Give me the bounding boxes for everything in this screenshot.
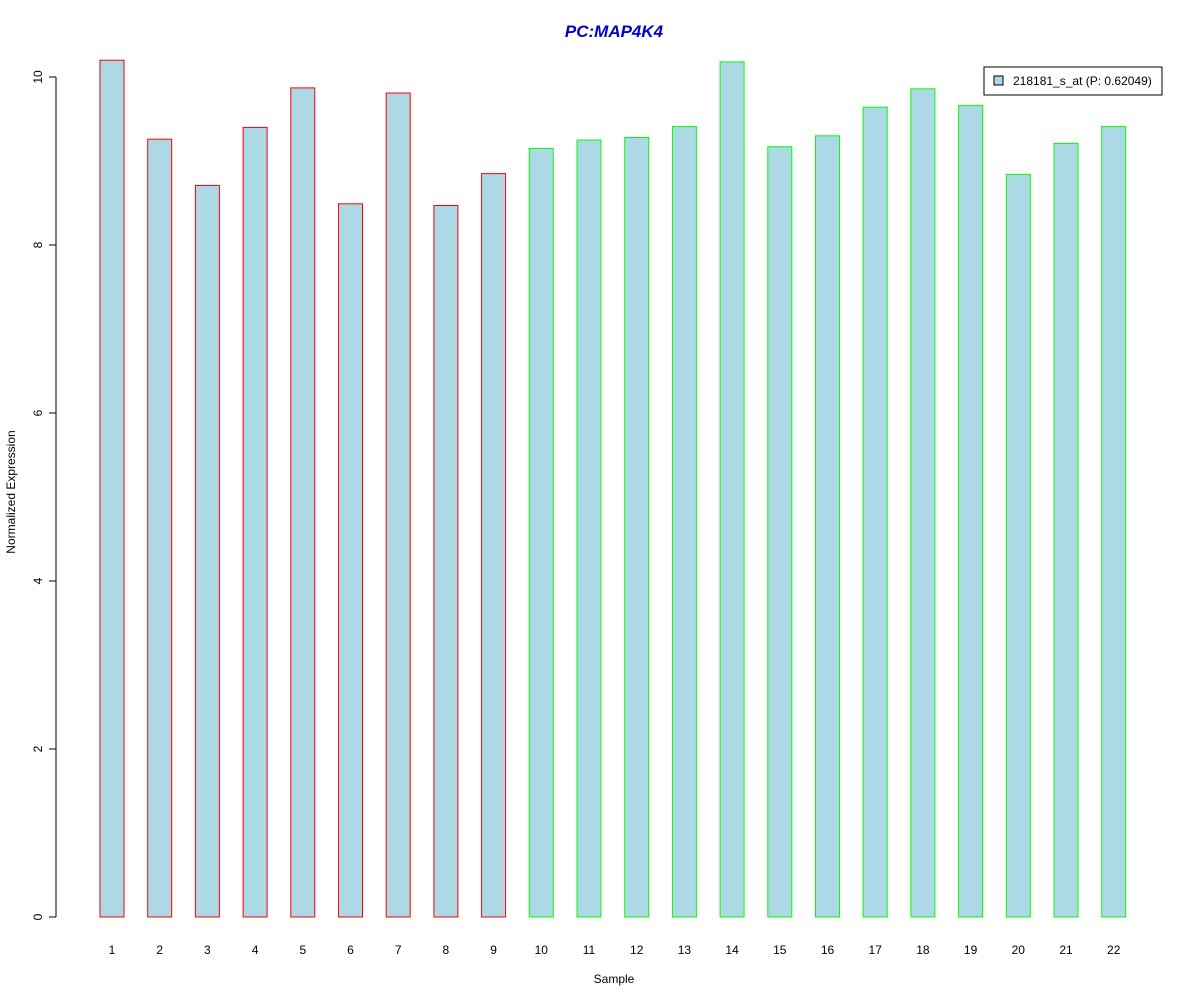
x-axis-tick-label: 17 <box>869 943 883 957</box>
x-axis-tick-label: 8 <box>443 943 450 957</box>
y-axis-tick-label: 10 <box>31 70 45 84</box>
x-axis-tick-label: 19 <box>964 943 978 957</box>
x-axis-tick-label: 20 <box>1012 943 1026 957</box>
bar-sample-18 <box>910 88 936 918</box>
bar-sample-10 <box>528 147 554 918</box>
x-axis-tick-label: 5 <box>299 943 306 957</box>
y-axis-tick-label: 2 <box>31 745 45 752</box>
bars-group <box>99 59 1127 918</box>
y-axis-tick-label: 0 <box>31 913 45 920</box>
x-axis-tick-label: 18 <box>916 943 930 957</box>
x-axis-tick-label: 9 <box>490 943 497 957</box>
x-axis-tick-label: 7 <box>395 943 402 957</box>
x-axis-tick-label: 10 <box>535 943 549 957</box>
bar-sample-5 <box>290 87 316 918</box>
legend-swatch <box>993 75 1004 86</box>
chart-title: PC:MAP4K4 <box>565 22 664 41</box>
bar-sample-6 <box>338 203 363 918</box>
x-axis-label: Sample <box>594 972 635 986</box>
x-axis-tick-label: 6 <box>347 943 354 957</box>
y-axis-label: Normalized Expression <box>4 430 18 553</box>
legend-box <box>983 66 1163 96</box>
bar-sample-9 <box>481 173 507 918</box>
y-axis-tick-label: 6 <box>31 409 45 416</box>
legend-label: 218181_s_at (P: 0.62049) <box>1013 74 1152 88</box>
bar-sample-19 <box>958 105 984 918</box>
bar-sample-14 <box>719 61 745 918</box>
x-axis-tick-label: 22 <box>1107 943 1121 957</box>
bar-sample-1 <box>99 59 125 918</box>
bar-sample-2 <box>147 138 173 918</box>
bar-sample-4 <box>242 126 268 918</box>
y-axis: 0 2 4 6 8 10 <box>31 70 57 920</box>
bar-sample-16 <box>815 135 840 918</box>
x-axis-tick-label: 21 <box>1059 943 1073 957</box>
x-axis-tick-label: 11 <box>583 943 596 957</box>
x-axis-tick-label: 1 <box>109 943 116 957</box>
bar-sample-8 <box>433 205 459 918</box>
bar-sample-11 <box>576 139 602 918</box>
bar-sample-17 <box>862 106 888 918</box>
bar-sample-20 <box>1005 173 1031 918</box>
bar-sample-13 <box>671 126 697 918</box>
x-axis-tick-label: 16 <box>821 943 835 957</box>
bar-sample-21 <box>1053 142 1079 918</box>
x-axis-tick-label: 15 <box>773 943 787 957</box>
bar-sample-22 <box>1101 126 1127 918</box>
x-axis-tick-label: 13 <box>678 943 692 957</box>
y-axis-tick-label: 8 <box>31 241 45 248</box>
bar-sample-15 <box>767 146 793 918</box>
bar-sample-7 <box>385 92 411 918</box>
x-axis-tick-label: 4 <box>252 943 259 957</box>
x-axis-tick-label: 3 <box>204 943 211 957</box>
x-axis-tick-label: 14 <box>725 943 739 957</box>
y-axis-tick-label: 4 <box>31 577 45 584</box>
x-axis-tick-label: 12 <box>630 943 644 957</box>
legend: 218181_s_at (P: 0.62049) <box>983 66 1163 96</box>
bar-sample-3 <box>194 184 220 918</box>
x-axis-tick-label: 2 <box>156 943 163 957</box>
bar-sample-12 <box>624 137 650 918</box>
x-axis-tick-labels: 1 2 3 4 5 6 7 8 9 10 11 12 13 14 15 16 17 18 19 20 21 22 <box>109 943 1121 957</box>
